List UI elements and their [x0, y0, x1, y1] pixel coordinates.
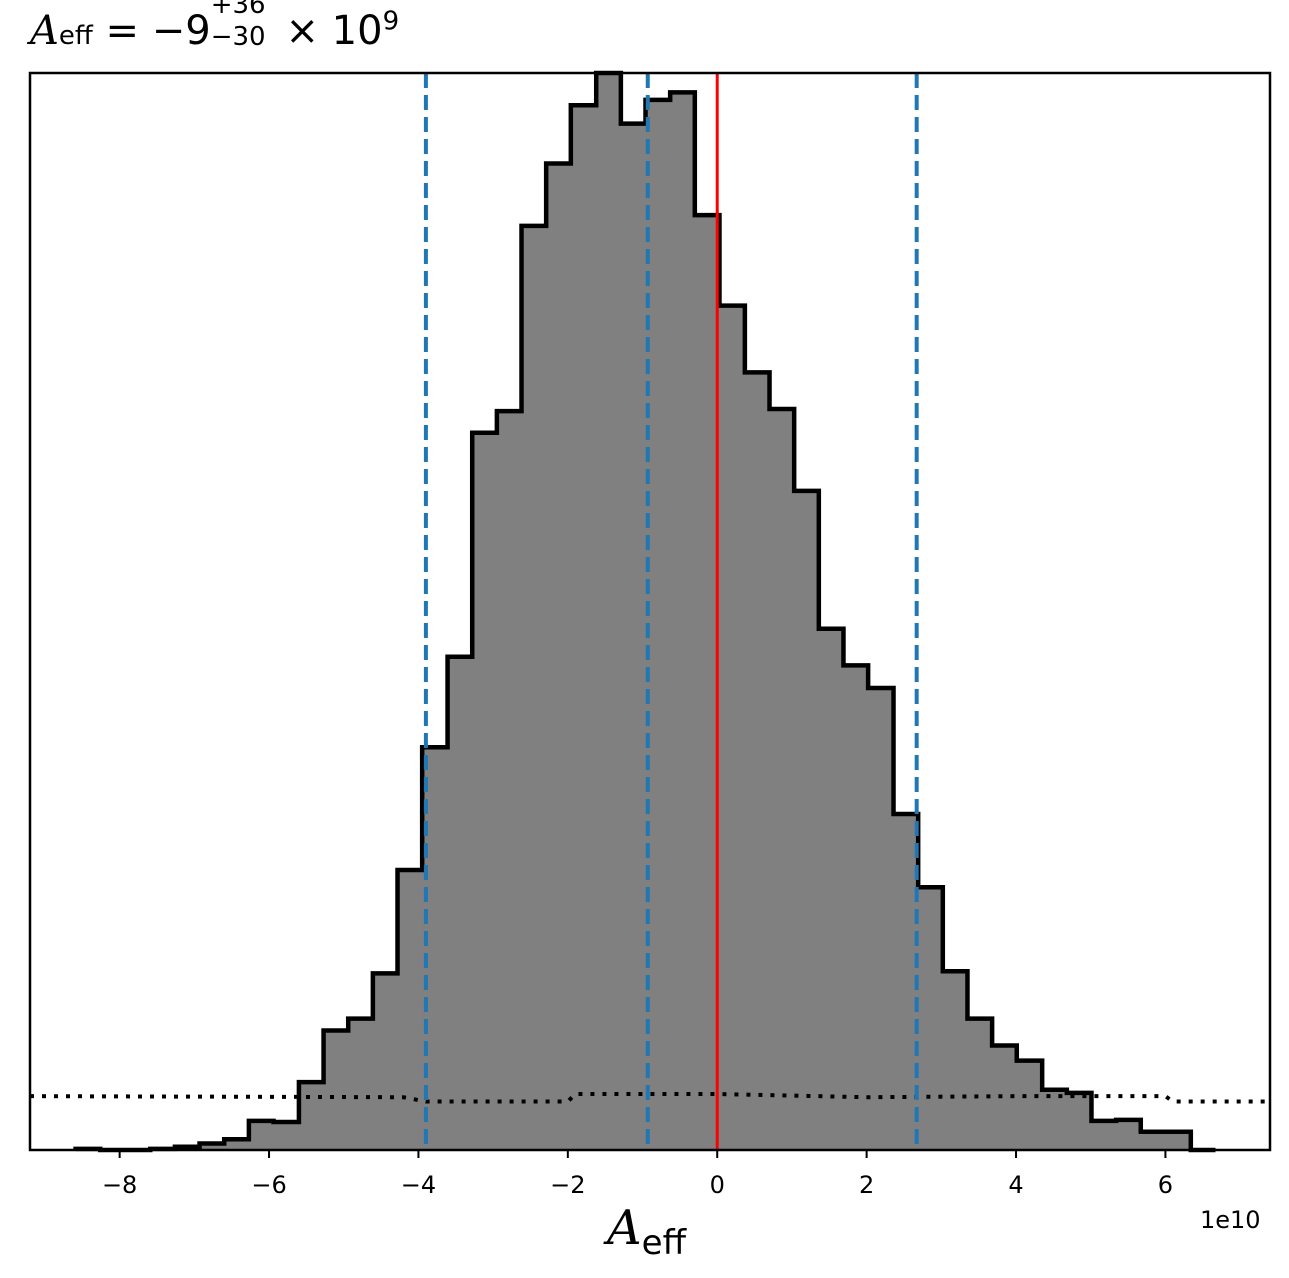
- histogram-bar: [323, 1030, 349, 1150]
- histogram-bar: [1042, 1089, 1068, 1150]
- histogram-bar: [744, 372, 771, 1150]
- histogram-bar: [199, 1143, 225, 1150]
- histogram-bar: [422, 747, 449, 1150]
- histogram-bar: [918, 887, 944, 1150]
- title-exponent: 9: [382, 6, 400, 37]
- histogram-bar: [298, 1082, 325, 1150]
- x-tick-label: 2: [859, 1171, 874, 1199]
- histogram-bar: [372, 973, 399, 1150]
- histogram-bar: [843, 665, 869, 1150]
- histogram-bar: [967, 1018, 993, 1150]
- histogram-bar: [596, 73, 622, 1150]
- histogram-bar: [1091, 1120, 1117, 1150]
- x-tick-label: −4: [401, 1171, 436, 1199]
- histogram-bar: [942, 971, 968, 1150]
- histogram-bar: [224, 1139, 250, 1150]
- axes-frame: [28, 71, 1272, 1152]
- histogram-bar: [397, 869, 423, 1150]
- x-axis-label: Aeff: [607, 1200, 686, 1263]
- plot-area: [29, 70, 1270, 1153]
- x-axis-offset-text: 1e10: [1200, 1206, 1261, 1234]
- x-tick-label: −8: [102, 1171, 137, 1199]
- histogram-bar: [1140, 1131, 1166, 1150]
- title-value: = −9: [92, 8, 211, 54]
- histogram-bar: [794, 490, 820, 1151]
- title-lower-error: −30: [210, 22, 266, 52]
- histogram-bar: [496, 411, 523, 1151]
- x-tick-label: 6: [1158, 1171, 1173, 1199]
- x-tick-label: 4: [1008, 1171, 1023, 1199]
- histogram-bar: [546, 163, 572, 1150]
- x-tick-label: −6: [251, 1171, 286, 1199]
- title-times: × 10: [272, 8, 383, 54]
- title-symbol: A: [30, 8, 59, 54]
- histogram-bar: [447, 656, 473, 1150]
- prior-curve: [29, 1092, 1270, 1104]
- title-errors: +36 −30: [211, 0, 273, 52]
- histogram-bar: [273, 1121, 300, 1150]
- x-tick-label: 0: [710, 1171, 725, 1199]
- x-axis: −8 −6 −4 −2 0 2 4 6: [102, 1150, 1173, 1199]
- histogram-bar: [1066, 1092, 1092, 1150]
- histogram-bar: [719, 305, 746, 1151]
- title-symbol-sub: eff: [58, 21, 93, 51]
- histogram-bar: [818, 628, 844, 1150]
- title-upper-error: +36: [210, 0, 266, 20]
- histogram-bar: [1016, 1060, 1043, 1150]
- histogram-bar: [248, 1120, 275, 1150]
- chart-title: Aeff = −9 +36 −30 × 109: [30, 0, 400, 54]
- histogram-bar: [769, 409, 795, 1150]
- x-tick-label: −2: [550, 1171, 585, 1199]
- histogram-bar: [868, 687, 895, 1150]
- xlabel-symbol: A: [607, 1200, 642, 1256]
- histogram-bar: [570, 105, 597, 1150]
- histogram-bar: [620, 123, 647, 1150]
- histogram-outline: [73, 70, 1216, 1153]
- histogram-bar: [348, 1018, 374, 1150]
- histogram-bar: [472, 432, 498, 1150]
- histogram-bar: [670, 92, 696, 1151]
- histogram-bar: [1116, 1119, 1142, 1150]
- histogram-bar: [1165, 1131, 1192, 1150]
- histogram-bar: [893, 813, 919, 1150]
- xlabel-sub: eff: [641, 1223, 687, 1263]
- histogram-bar: [521, 225, 547, 1150]
